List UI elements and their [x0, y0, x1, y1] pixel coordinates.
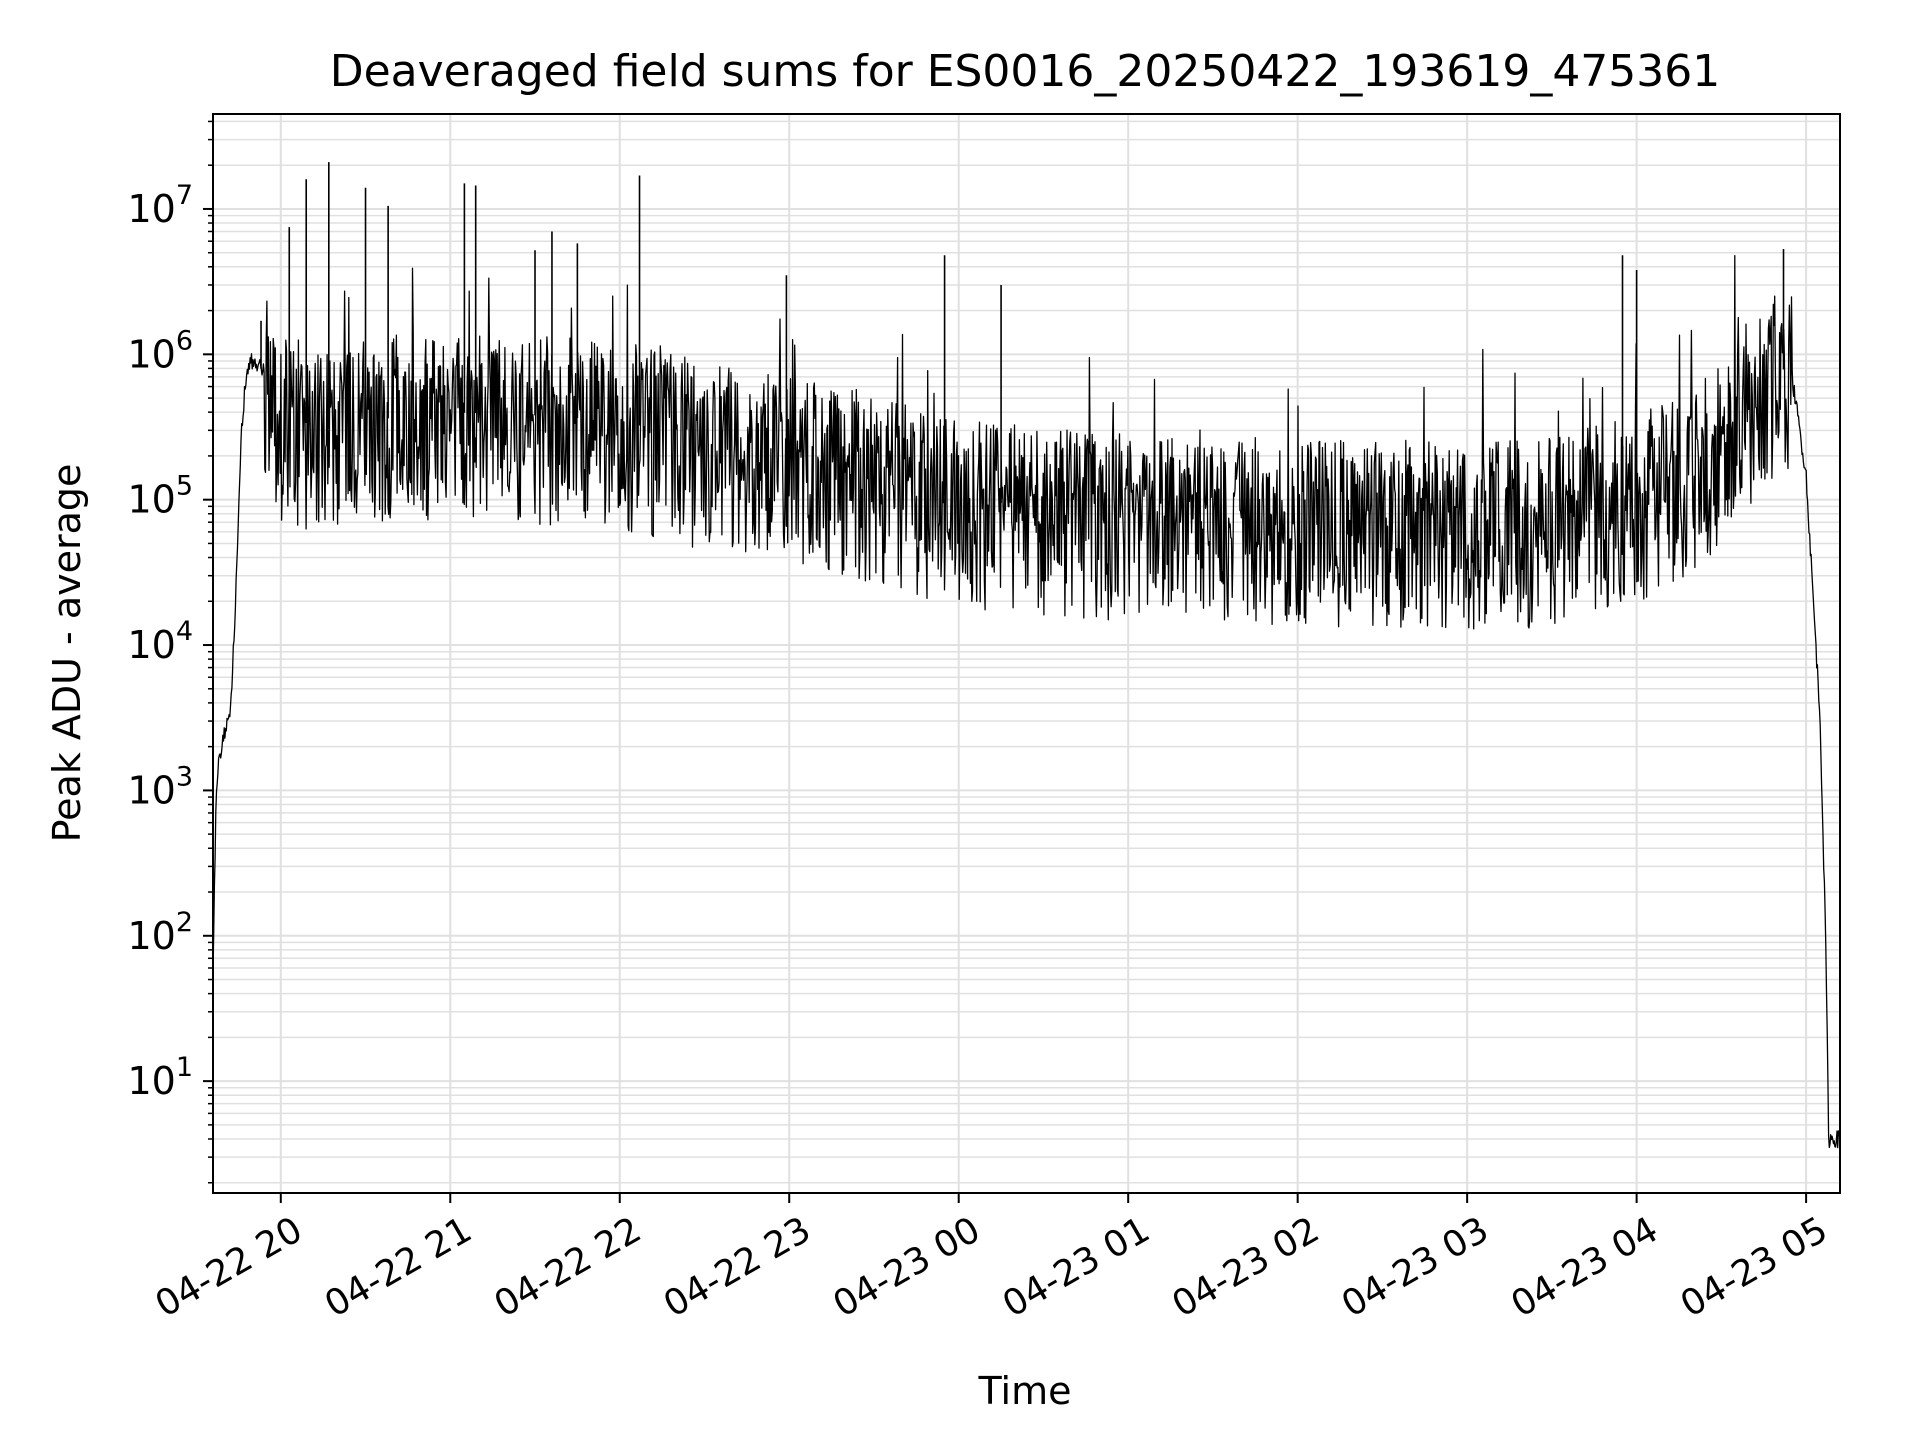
- series-line: [212, 254, 1841, 1149]
- y-tick-label: 106: [127, 325, 193, 376]
- plot-frame: [212, 113, 1841, 1194]
- y-tick-base: 10: [127, 1059, 175, 1103]
- chart-title: Deaveraged field sums for ES0016_2025042…: [330, 46, 1721, 97]
- y-tick-base: 10: [127, 187, 175, 231]
- y-tick-base: 10: [127, 623, 175, 667]
- y-axis-label: Peak ADU - average: [45, 464, 89, 843]
- y-tick-exponent: 1: [176, 1052, 193, 1083]
- y-tick-label: 102: [127, 907, 193, 958]
- y-tick-label: 105: [127, 471, 193, 522]
- y-tick-exponent: 5: [176, 471, 193, 502]
- grid: [213, 114, 1840, 1193]
- y-tick-label: 107: [127, 180, 193, 231]
- data-layer: [212, 162, 1841, 1149]
- y-tick-exponent: 2: [176, 907, 193, 938]
- y-tick-label: 101: [127, 1052, 193, 1103]
- y-tick-exponent: 7: [176, 180, 193, 211]
- y-tick-base: 10: [127, 768, 175, 812]
- y-tick-label: 103: [127, 761, 193, 812]
- y-tick-base: 10: [127, 332, 175, 376]
- y-tick-exponent: 4: [176, 616, 193, 647]
- y-tick-label: 104: [127, 616, 193, 667]
- y-tick-base: 10: [127, 914, 175, 958]
- y-tick-base: 10: [127, 478, 175, 522]
- y-tick-exponent: 3: [176, 761, 193, 792]
- y-tick-exponent: 6: [176, 325, 193, 356]
- x-axis-label: Time: [978, 1369, 1072, 1413]
